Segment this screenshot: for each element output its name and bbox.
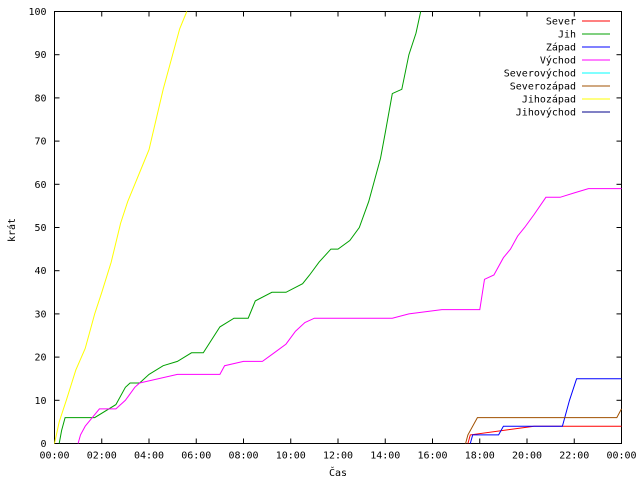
y-tick-label: 30 (34, 309, 46, 320)
legend-label: Sever (546, 17, 576, 28)
x-tick-label: 22:00 (559, 451, 589, 462)
x-tick-label: 12:00 (323, 451, 353, 462)
legend-label: Východ (540, 55, 576, 67)
legend-label: Jih (558, 30, 576, 41)
x-tick-label: 16:00 (417, 451, 447, 462)
x-axis-label: Čas (329, 466, 347, 479)
legend-label: Západ (546, 42, 576, 54)
x-tick-label: 20:00 (512, 451, 542, 462)
series-lines (54, 11, 622, 444)
series-line-5 (465, 408, 622, 444)
y-tick-label: 60 (34, 180, 46, 191)
legend-label: Jihovýchod (516, 107, 576, 119)
x-tick-label: 00:00 (606, 451, 636, 462)
y-tick-label: 0 (40, 439, 46, 450)
series-line-6 (54, 11, 188, 444)
legend-label: Severozápad (510, 81, 576, 93)
y-tick-label: 80 (34, 93, 46, 104)
y-tick-label: 50 (34, 223, 46, 234)
axis-ticks: 0 10 20 30 40 50 60 70 80 90 100 00:00 02:00 04:00 06:… (28, 7, 636, 462)
legend-label: Severovýchod (504, 68, 576, 80)
y-tick-label: 90 (34, 50, 46, 61)
legend: Sever JihZápadVýchodSeverovýchodSeverozáp… (504, 17, 610, 119)
x-tick-label: 18:00 (465, 451, 495, 462)
series-line-0 (467, 425, 622, 444)
series-line-2 (469, 378, 622, 444)
x-tick-label: 00:00 (39, 451, 69, 462)
y-axis-label: krát (6, 218, 18, 242)
x-tick-label: 10:00 (276, 451, 306, 462)
x-tick-label: 14:00 (370, 451, 400, 462)
x-tick-label: 06:00 (181, 451, 211, 462)
series-line-1 (58, 11, 422, 444)
y-tick-label: 10 (34, 396, 46, 407)
legend-label: Jihozápad (522, 94, 576, 106)
x-tick-label: 08:00 (228, 451, 258, 462)
series-line-3 (77, 188, 622, 444)
y-tick-label: 40 (34, 266, 46, 277)
x-tick-label: 02:00 (87, 451, 117, 462)
y-tick-label: 100 (28, 7, 46, 18)
y-tick-label: 70 (34, 137, 46, 148)
x-tick-label: 04:00 (134, 451, 164, 462)
y-tick-label: 20 (34, 353, 46, 364)
